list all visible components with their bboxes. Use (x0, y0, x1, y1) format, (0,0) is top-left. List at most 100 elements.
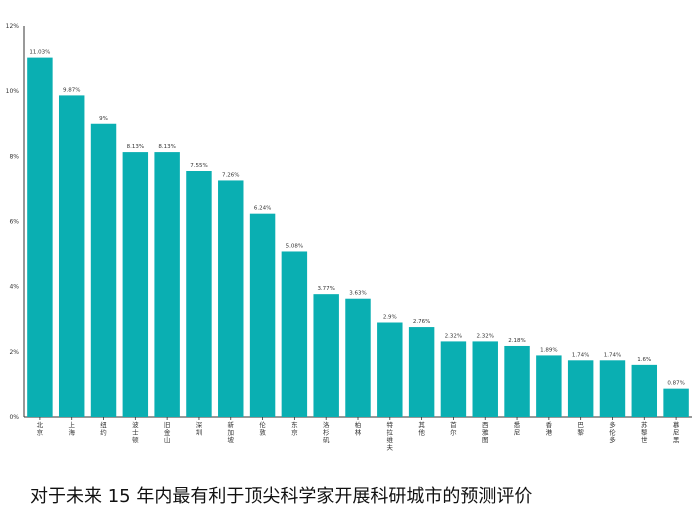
bar (154, 152, 180, 417)
chart-caption: 对于未来 15 年内最有利于顶尖科学家开展科研城市的预测评价 (30, 486, 533, 507)
x-tick-label: 多 (609, 420, 616, 429)
x-tick-label: 尼 (673, 429, 680, 437)
bar (27, 57, 53, 417)
y-tick-label: 12% (6, 23, 20, 30)
x-tick-label: 巴 (577, 421, 584, 429)
bar (249, 213, 276, 417)
y-tick-label: 0% (9, 414, 19, 421)
x-tick-label: 北 (37, 421, 44, 429)
x-tick-label: 慕 (673, 420, 680, 429)
bar (663, 388, 689, 417)
x-tick-label: 加 (228, 428, 235, 437)
y-tick-label: 2% (9, 349, 19, 356)
x-tick-label: 尼 (514, 429, 521, 437)
y-tick-label: 10% (6, 88, 20, 95)
data-label: 2.9% (383, 315, 397, 321)
x-tick-label: 东 (291, 420, 298, 429)
x-tick-label: 夫 (387, 443, 394, 452)
x-tick-label: 深 (196, 420, 203, 429)
data-label: 2.76% (413, 319, 430, 325)
x-tick-label: 首 (450, 420, 457, 429)
bar (345, 298, 371, 417)
bar-chart: 0% 2% 4% 6% 8% 10% 12% 11.03% 北京 9.87% 上海 9% 纽约 8.13%… (6, 23, 692, 452)
x-tick-label: 多 (609, 435, 616, 444)
x-tick-label: 雅 (482, 429, 489, 437)
bar (218, 180, 244, 417)
data-label: 8.13% (127, 144, 144, 150)
x-tick-label: 图 (482, 436, 489, 444)
x-tick-label: 黎 (577, 428, 584, 437)
x-tick-label: 京 (37, 428, 44, 437)
y-tick-label: 6% (9, 219, 19, 226)
bar (472, 341, 498, 417)
data-label: 5.08% (286, 243, 303, 249)
x-tick-label: 特 (387, 420, 394, 429)
x-tick-label: 柏 (355, 420, 362, 429)
data-label: 1.89% (540, 347, 557, 353)
data-label: 7.55% (190, 163, 207, 169)
bar (567, 360, 594, 417)
x-tick-label: 林 (355, 428, 362, 437)
x-tick-label: 顿 (132, 435, 139, 444)
bar (186, 170, 212, 417)
data-label: 11.03% (29, 50, 50, 56)
bar (440, 341, 467, 417)
bar (90, 123, 117, 417)
x-tick-label: 其 (418, 421, 425, 429)
x-tick-label: 京 (291, 428, 298, 437)
bar (408, 327, 435, 417)
bar (536, 355, 562, 417)
x-tick-label: 维 (387, 435, 394, 444)
x-tick-label: 黎 (641, 428, 648, 437)
x-tick-label: 圳 (196, 428, 203, 437)
x-tick-label: 苏 (641, 420, 648, 429)
x-tick-label: 尔 (450, 428, 457, 437)
bar (504, 345, 530, 417)
x-tick-label: 坡 (228, 435, 235, 444)
data-label: 2.32% (476, 333, 493, 339)
x-tick-label: 港 (546, 428, 553, 437)
x-tick-label: 悉 (514, 420, 521, 429)
data-label: 2.18% (508, 338, 525, 344)
x-tick-label: 山 (164, 435, 171, 444)
x-tick-label: 他 (418, 428, 425, 437)
data-label: 1.74% (572, 352, 589, 358)
data-label: 9% (99, 116, 108, 122)
data-label: 1.74% (604, 352, 621, 358)
data-label: 7.26% (222, 172, 239, 178)
bar (631, 364, 658, 417)
data-label: 9.87% (63, 87, 80, 93)
data-label: 3.77% (317, 286, 334, 292)
x-tick-label: 矶 (323, 436, 330, 444)
x-tick-label: 洛 (323, 420, 330, 429)
bar (313, 294, 339, 417)
y-tick-label: 4% (9, 284, 19, 291)
x-tick-label: 纽 (100, 420, 107, 429)
bar (377, 322, 403, 417)
x-tick-label: 伦 (609, 428, 616, 437)
y-tick-label: 8% (9, 153, 19, 160)
x-tick-label: 海 (68, 428, 75, 437)
x-tick-label: 香 (546, 420, 553, 429)
x-tick-label: 旧 (164, 421, 171, 429)
x-tick-label: 士 (132, 428, 139, 437)
x-tick-label: 世 (641, 435, 648, 444)
x-tick-label: 金 (164, 428, 171, 437)
x-tick-label: 伦 (259, 420, 266, 429)
x-tick-label: 波 (132, 420, 139, 429)
bar (58, 95, 85, 417)
data-label: 1.6% (637, 357, 651, 363)
data-label: 3.63% (349, 291, 366, 297)
bar (281, 251, 308, 417)
x-tick-label: 敦 (259, 428, 266, 437)
data-label: 2.32% (445, 333, 462, 339)
x-tick-label: 拉 (387, 428, 394, 437)
x-tick-label: 上 (68, 420, 75, 429)
x-tick-label: 约 (100, 428, 107, 437)
bar (122, 152, 149, 417)
x-tick-label: 黑 (673, 436, 680, 444)
x-tick-label: 西 (482, 421, 489, 429)
data-label: 6.24% (254, 206, 271, 212)
data-label: 0.87% (667, 381, 684, 387)
data-label: 8.13% (158, 144, 175, 150)
